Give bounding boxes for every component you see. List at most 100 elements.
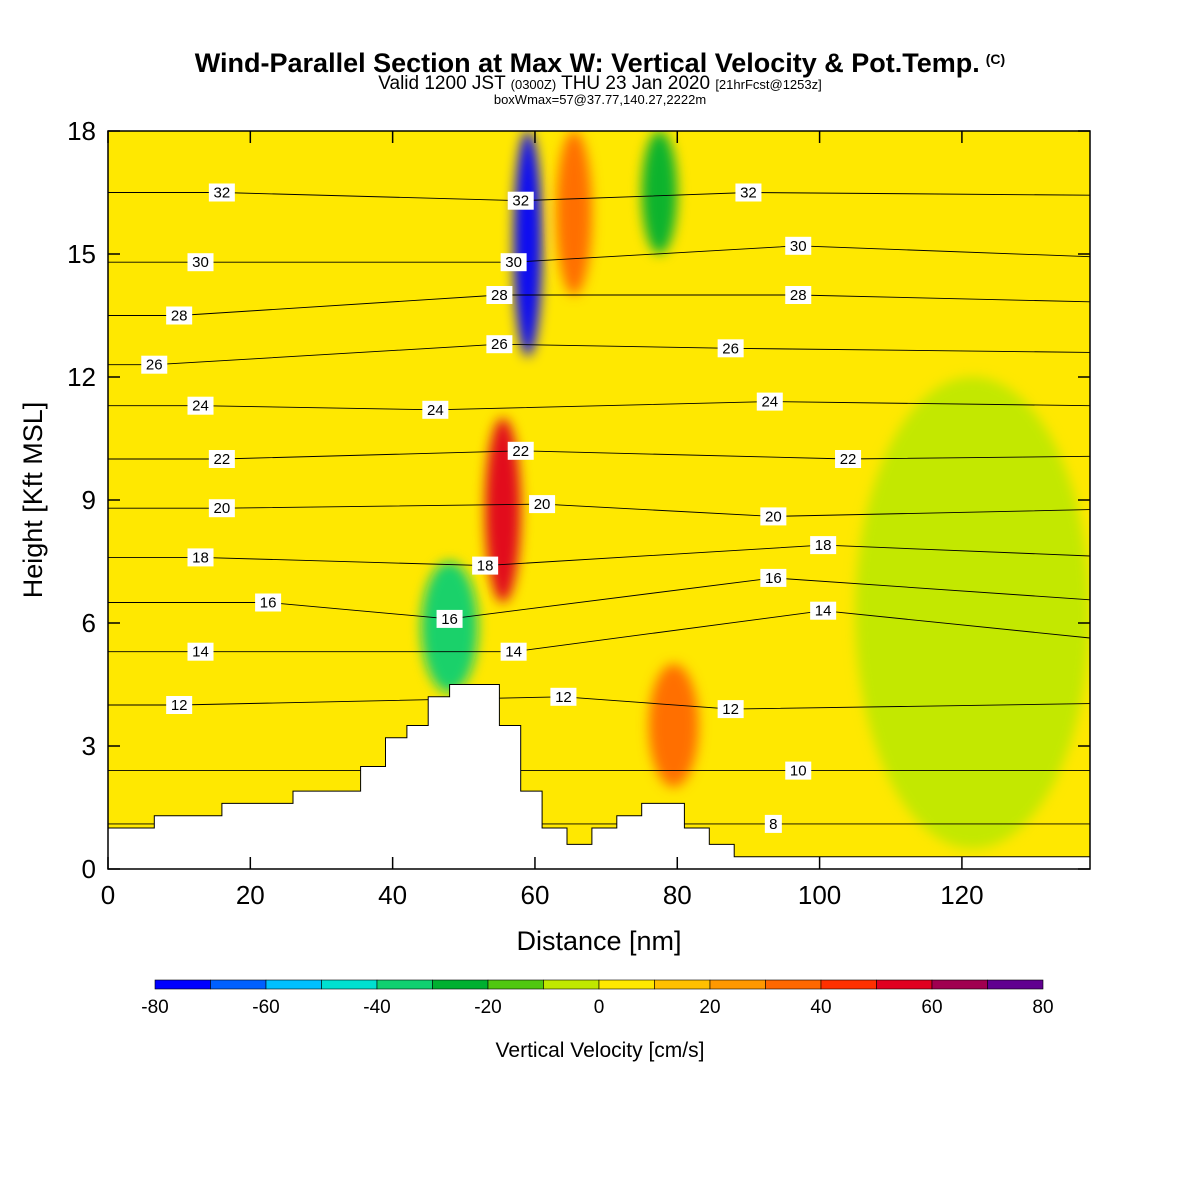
y-tick-label: 3 <box>82 731 96 761</box>
contour-label: 22 <box>214 451 231 468</box>
contour-label: 18 <box>192 549 209 566</box>
velocity-feature <box>855 377 1090 849</box>
velocity-feature <box>513 131 543 357</box>
forecast-info: [21hrFcst@1253z] <box>715 77 822 92</box>
contour-label: 28 <box>171 308 188 325</box>
contour-label: 32 <box>512 193 529 210</box>
velocity-field <box>421 131 1090 849</box>
x-tick-label: 100 <box>798 880 841 910</box>
contour-label: 30 <box>505 254 522 271</box>
colorbar-swatch <box>876 979 933 990</box>
x-tick-label: 60 <box>520 880 549 910</box>
contour-label-box <box>255 593 282 612</box>
copyright-mark: (C) <box>985 51 1006 67</box>
contour-label: 32 <box>740 185 757 202</box>
contour-label-box <box>550 687 577 706</box>
contour-label-box <box>500 253 527 272</box>
contour-label-box <box>835 450 862 468</box>
contour-label-box <box>187 253 214 272</box>
contour-label: 28 <box>790 287 807 304</box>
contour-label: 28 <box>491 287 508 304</box>
contour-label-box <box>785 761 812 780</box>
contour-label-box <box>760 568 787 587</box>
velocity-feature <box>648 664 699 787</box>
colorbar-tick-label: 0 <box>594 997 605 1018</box>
contour-label-box <box>529 495 556 514</box>
contour-label-box <box>785 286 812 304</box>
colorbar-title: Vertical Velocity [cm/s] <box>496 1039 705 1062</box>
x-tick-label: 40 <box>378 880 407 910</box>
chart-title-text: Wind-Parallel Section at Max W: Vertical… <box>194 48 980 78</box>
colorbar-swatch <box>765 979 822 990</box>
y-tick-label: 18 <box>67 116 96 146</box>
contour-label-box <box>422 400 449 419</box>
valid-prefix: Valid 1200 JST <box>378 73 506 94</box>
contour-label: 12 <box>171 697 188 714</box>
contour-label-box <box>141 355 168 374</box>
colorbar-swatch <box>987 979 1044 990</box>
contour-label: 12 <box>555 689 572 706</box>
contour-label: 12 <box>722 701 739 718</box>
colorbar-tick-label: 40 <box>810 997 831 1018</box>
contour-label: 24 <box>761 394 778 411</box>
contour-label: 22 <box>512 443 529 460</box>
velocity-feature <box>556 131 592 295</box>
contour-label-box <box>166 306 193 325</box>
plot-area: 32 32 32 30 30 30 28 28 28 26 26 26 24 24 24 22 22 22 20 20… <box>108 131 1090 869</box>
contour-label: 14 <box>192 644 209 661</box>
y-axis: 0 3 6 9 12 15 18 <box>67 116 1090 884</box>
contour-label: 20 <box>765 508 782 525</box>
contour-label-box <box>472 556 499 575</box>
y-tick-label: 9 <box>82 485 96 515</box>
contour-label-box <box>187 548 214 567</box>
x-tick-label: 20 <box>236 880 265 910</box>
contour-label-box <box>436 609 463 628</box>
contour-label-box <box>187 642 214 661</box>
contour-label-box <box>810 536 837 555</box>
chart-subtitle: Valid 1200 JST (0300Z) THU 23 Jan 2020 [… <box>0 74 1200 95</box>
contour-label: 20 <box>214 500 231 517</box>
contour-label: 32 <box>214 185 231 202</box>
x-axis: 0 20 40 60 80 100 120 <box>101 131 984 910</box>
contour-label-box <box>810 601 837 620</box>
contour-label-box <box>507 441 534 460</box>
contour-label-box <box>785 236 812 255</box>
contour-label: 24 <box>427 402 444 419</box>
contour-label: 16 <box>441 611 458 628</box>
colorbar-swatch <box>265 979 322 990</box>
y-tick-label: 6 <box>82 608 96 638</box>
contour-label-box <box>486 335 513 354</box>
contour-label-box <box>717 339 744 358</box>
contour-label: 30 <box>790 238 807 255</box>
contour-label: 8 <box>769 816 777 833</box>
colorbar-swatch <box>654 979 711 990</box>
box-info: boxWmax=57@37.77,140.27,2222m <box>493 92 707 107</box>
valid-zulu: (0300Z) <box>510 77 557 92</box>
colorbar-swatch <box>376 979 433 990</box>
contour-label-box <box>717 700 744 719</box>
y-axis-title: Height [Kft MSL] <box>18 402 48 599</box>
contour-label: 20 <box>534 496 551 513</box>
contour-label-box <box>208 183 235 202</box>
colorbar-swatch <box>709 979 766 990</box>
contour-label-box <box>486 286 513 304</box>
colorbar-swatch <box>487 979 544 990</box>
chart-title: Wind-Parallel Section at Max W: Vertical… <box>0 44 1200 78</box>
colorbar-tick-label: -80 <box>141 997 168 1018</box>
contour-label: 14 <box>505 644 522 661</box>
colorbar-tick-label: 60 <box>921 997 942 1018</box>
colorbar-tick-label: -60 <box>252 997 279 1018</box>
contour-label: 18 <box>815 537 832 554</box>
contour-label: 24 <box>192 398 209 415</box>
y-tick-label: 0 <box>82 854 96 884</box>
colorbar: -80 -60 -40 -20 0 20 40 60 80 <box>141 979 1054 1018</box>
contour-label: 26 <box>146 357 163 374</box>
colorbar-tick-label: -40 <box>363 997 390 1018</box>
contour-label: 30 <box>192 254 209 271</box>
x-tick-label: 0 <box>101 880 115 910</box>
colorbar-swatch <box>931 979 988 990</box>
y-tick-label: 15 <box>67 239 96 269</box>
colorbar-tick-label: -20 <box>474 997 501 1018</box>
colorbar-tick-label: 20 <box>699 997 720 1018</box>
